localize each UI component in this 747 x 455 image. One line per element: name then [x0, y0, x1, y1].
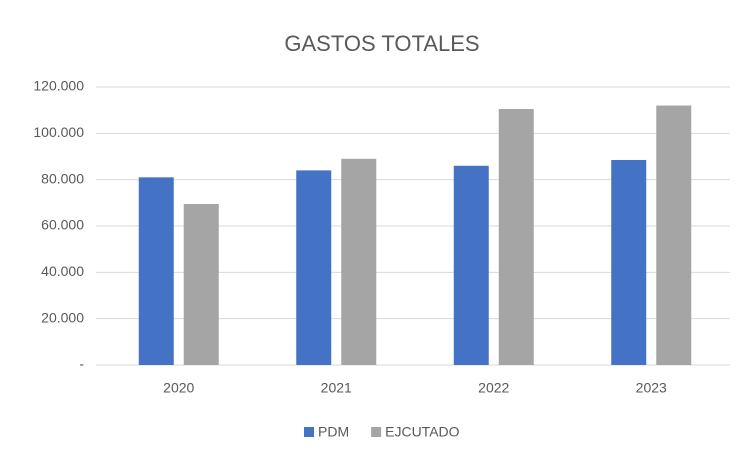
legend-label: PDM — [318, 424, 349, 440]
y-tick-label: 120.000 — [33, 78, 84, 94]
bar — [656, 105, 692, 366]
bar — [453, 165, 489, 365]
y-tick-label: 100.000 — [33, 124, 84, 140]
x-tick-label: 2023 — [636, 380, 667, 396]
y-tick-label: 80.000 — [41, 170, 84, 186]
x-tick-label: 2022 — [478, 380, 509, 396]
bar — [341, 158, 377, 365]
legend-swatch — [371, 427, 382, 437]
legend-label: EJCUTADO — [385, 424, 460, 440]
y-tick-label: - — [79, 356, 84, 372]
bar — [498, 109, 534, 365]
bar — [296, 170, 332, 365]
chart-title: GASTOS TOTALES — [284, 31, 479, 56]
legend-swatch — [304, 427, 314, 437]
x-tick-label: 2021 — [321, 380, 352, 396]
y-tick-label: 20.000 — [41, 309, 84, 325]
y-tick-label: 40.000 — [41, 263, 84, 279]
bar — [138, 177, 174, 365]
x-tick-label: 2020 — [163, 380, 194, 396]
y-tick-label: 60.000 — [41, 217, 84, 233]
bar — [611, 159, 647, 365]
bar — [183, 203, 219, 365]
